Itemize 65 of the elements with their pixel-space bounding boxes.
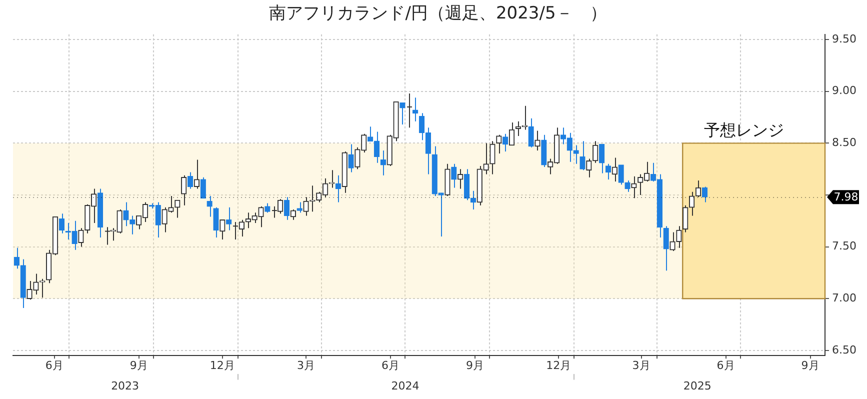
y-tick-label: 6.50 (832, 343, 856, 356)
candlestick (200, 176, 206, 199)
y-tick-label: 8.50 (832, 136, 856, 150)
candlestick (206, 196, 212, 218)
candlestick (624, 180, 630, 192)
candlestick (605, 163, 612, 180)
candlestick (508, 122, 515, 146)
candlestick (290, 209, 296, 220)
candlestick (220, 219, 226, 240)
candlestick (496, 134, 502, 154)
candlestick (541, 134, 547, 168)
y-tick-label: 7.00 (832, 291, 856, 304)
candlestick (58, 213, 65, 234)
candlestick (702, 186, 708, 203)
candlestick (412, 97, 418, 122)
candlestick (348, 144, 354, 173)
candlestick (14, 247, 20, 270)
x2-tick-label: 2025 (683, 379, 712, 392)
candlestick (631, 176, 637, 199)
x-tick-label: 12月 (546, 359, 572, 372)
candlestick (451, 163, 457, 188)
candlestick (490, 140, 496, 175)
x2-tick-label: 2024 (391, 379, 420, 392)
candlestick (663, 226, 669, 272)
candlestick (174, 200, 180, 218)
candlestick (296, 202, 302, 214)
candlestick (682, 204, 688, 233)
candlestick (580, 140, 586, 171)
candlestick (534, 130, 540, 151)
candlestick (406, 92, 412, 128)
candlestick (688, 191, 695, 216)
candlestick (264, 202, 270, 214)
ref-line-label: 7.98 (834, 190, 858, 204)
x-tick-label: 9月 (130, 359, 148, 372)
x-tick-label: 12月 (210, 359, 235, 372)
x-tick-label: 6月 (382, 359, 400, 372)
candlestick (181, 174, 187, 206)
candlestick (380, 150, 386, 176)
y-tick-label: 7.50 (832, 240, 856, 253)
candlestick (40, 278, 46, 298)
x-tick-label: 9月 (466, 359, 484, 372)
x-tick-label: 3月 (632, 359, 650, 372)
candlestick (598, 144, 605, 174)
x-tick-label: 6月 (716, 359, 735, 372)
candlestick (284, 196, 290, 220)
candlestick (213, 206, 219, 238)
y-tick-label: 9.00 (832, 84, 856, 98)
candlestick (458, 168, 464, 190)
x-tick-label: 6月 (45, 359, 64, 372)
band-label: 予想レンジ (704, 120, 784, 140)
candlestick (226, 206, 232, 231)
candlestick (573, 144, 579, 164)
candlestick (400, 102, 406, 126)
candlestick (612, 157, 618, 182)
x2-tick-label: 2023 (111, 379, 140, 392)
candlestick (502, 133, 508, 152)
candlestick (528, 118, 534, 148)
candlestick (187, 172, 194, 190)
x-tick-label: 9月 (801, 359, 820, 372)
chart-title: 南アフリカランド/円（週足、2023/5－ ） (269, 4, 607, 24)
y-tick-label: 9.50 (832, 32, 856, 46)
candlestick (618, 164, 624, 186)
candlestick (194, 159, 200, 190)
candlestick (695, 180, 702, 198)
x-tick-label: 3月 (297, 359, 316, 372)
